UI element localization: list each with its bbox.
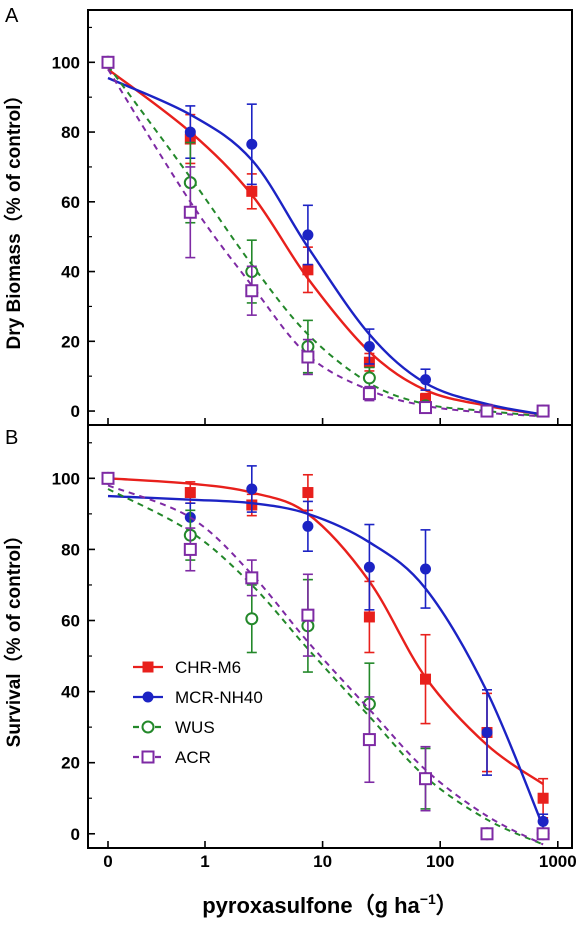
data-point [420,563,432,575]
data-point [184,487,196,499]
y-tick-label: 40 [61,263,80,282]
fit-curve-chr-m6 [107,477,544,786]
data-point [537,792,549,804]
fit-curve-acr [107,68,544,418]
y-tick-label: 20 [61,332,80,351]
legend: CHR-M6 MCR-NH40 WUS ACR [133,658,263,767]
series-mcr-nh40 [102,56,549,417]
legend-label: ACR [175,748,211,767]
series-chr-m6 [102,472,549,819]
panel-label: A [5,5,19,27]
x-axis-label-close: ） [436,893,458,918]
y-tick-label: 60 [61,612,80,631]
legend-marker [141,720,155,734]
legend-marker [141,750,155,764]
data-point [362,733,376,747]
y-tick-label: 0 [71,402,80,421]
plot-frame [87,424,573,849]
data-point [536,827,550,841]
panel-a: A 0 20 40 60 80 100 Dry Biomass（% of control） [2,5,573,426]
fit-curve-chr-m6 [107,68,544,416]
series-acr [101,471,550,846]
data-point [420,673,432,685]
y-axis-label: Dry Biomass（% of control） [2,86,25,350]
data-point [363,341,375,353]
y-axis-label: Survival（% of control） [2,526,25,748]
data-point [245,284,259,298]
y-tick-label: 80 [61,123,80,142]
x-tick-label: 1 [200,852,209,871]
data-point [245,612,259,626]
legend-marker [142,661,154,673]
legend-entry-mcr-nh40: MCR-NH40 [133,688,263,707]
y-tick-label: 60 [61,193,80,212]
legend-entry-chr-m6: CHR-M6 [133,658,241,677]
fit-curve-mcr-nh40 [107,494,545,828]
y-tick-label: 100 [52,469,80,488]
legend-label: CHR-M6 [175,658,241,677]
series-chr-m6 [102,56,549,417]
data-point [302,487,314,499]
fit-curve-wus [107,488,544,846]
data-point [480,404,494,418]
data-point [183,205,197,219]
data-point [419,401,433,415]
data-point [302,520,314,532]
data-point [184,126,196,138]
data-point [246,138,258,150]
data-point [362,387,376,401]
data-point [536,404,550,418]
data-point [362,371,376,385]
data-point [420,393,432,405]
x-tick-label: 100 [426,852,454,871]
data-point [101,55,115,69]
fit-curve-acr [107,484,544,846]
y-tick-label: 40 [61,683,80,702]
data-point [245,571,259,585]
series-acr [101,55,550,418]
y-tick-label: 100 [52,53,80,72]
legend-marker [142,691,154,703]
y-tick-label: 0 [71,825,80,844]
data-point [302,264,314,276]
data-point [301,608,315,622]
legend-label: WUS [175,718,215,737]
data-point [420,374,432,386]
data-point [183,542,197,556]
data-point [481,726,493,738]
data-point [101,471,115,485]
data-point [302,229,314,241]
data-point [246,483,258,495]
legend-entry-acr: ACR [133,748,211,767]
series-wus [101,55,550,418]
data-point [480,827,494,841]
data-point [363,611,375,623]
data-point [419,772,433,786]
x-axis-label-exponent: −1 [420,891,436,907]
y-tick-label: 20 [61,754,80,773]
data-point [246,185,258,197]
legend-entry-wus: WUS [133,718,215,737]
y-tick-label: 80 [61,540,80,559]
fit-curve-mcr-nh40 [107,76,544,416]
panel-b: B 0 20 40 60 80 100 Survival（% of control） 0 1 10 1… [2,424,577,871]
legend-label: MCR-NH40 [175,688,263,707]
plot-frame [87,9,573,426]
x-axis-label: pyroxasulfone（g ha−1） [202,891,458,918]
x-tick-label: 0 [103,852,112,871]
data-point [537,815,549,827]
x-axis-label-text: pyroxasulfone（g ha [202,893,420,918]
data-point [363,561,375,573]
x-tick-label: 1000 [539,852,577,871]
x-tick-label: 10 [313,852,332,871]
panel-label: B [5,427,18,449]
data-point [301,350,315,364]
